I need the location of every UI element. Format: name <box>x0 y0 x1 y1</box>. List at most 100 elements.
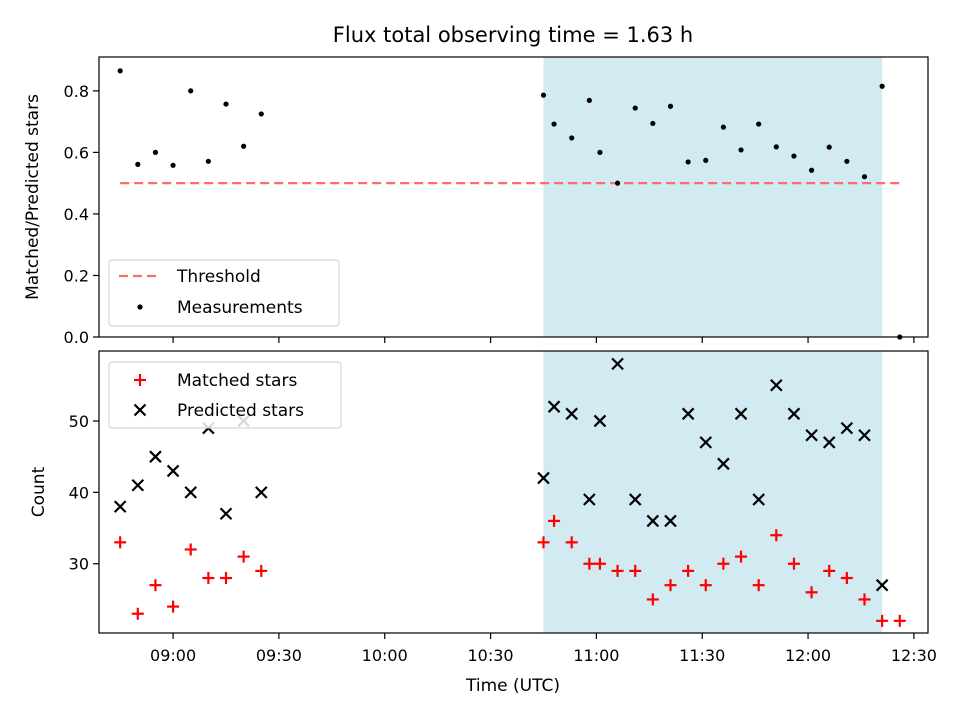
matched-star-point <box>202 572 215 585</box>
measurement-point <box>879 83 885 89</box>
bottom-ytick-label: 40 <box>69 483 89 502</box>
matched-star-point <box>876 614 889 627</box>
bottom-ytick-label: 30 <box>69 555 89 574</box>
predicted-star-point <box>858 428 871 442</box>
measurement-point <box>586 97 592 103</box>
measurement-point <box>170 162 176 168</box>
top-subplot: 0.00.20.40.60.8 Matched/Predicted stars … <box>23 56 929 347</box>
measurement-point <box>756 121 762 127</box>
top-y-axis-label: Matched/Predicted stars <box>23 94 43 300</box>
predicted-star-point <box>770 378 783 392</box>
matched-star-point <box>699 579 712 592</box>
bottom-xtick-label: 10:30 <box>468 646 514 665</box>
matched-star-point <box>752 579 765 592</box>
measurement-point <box>720 124 726 130</box>
predicted-star-point <box>537 471 550 485</box>
measurement-point <box>650 120 656 127</box>
measurement-point <box>223 101 229 107</box>
matched-star-point <box>735 550 748 563</box>
top-ytick-label: 0.4 <box>64 205 89 224</box>
bottom-xtick-label: 10:00 <box>362 646 408 665</box>
legend-predicted-swatch <box>133 403 147 417</box>
predicted-star-point <box>646 514 660 528</box>
bottom-xtick-label: 11:30 <box>679 646 725 665</box>
legend-matched-label: Matched stars <box>177 371 297 391</box>
matched-star-point <box>770 529 783 542</box>
predicted-star-point <box>184 486 197 499</box>
bottom-y-ticks: 30 40 50 <box>69 412 99 574</box>
matched-star-point <box>537 536 550 549</box>
legend-measurements-label: Measurements <box>177 298 303 318</box>
top-ytick-label: 0.6 <box>64 143 89 162</box>
bottom-highlight-span <box>543 351 883 633</box>
x-axis-label: Time (UTC) <box>465 676 560 696</box>
measurement-point <box>844 158 850 164</box>
matched-star-point <box>840 572 853 585</box>
top-legend-box <box>108 259 340 327</box>
legend-matched-swatch <box>134 374 146 386</box>
measurement-point <box>188 88 194 94</box>
predicted-star-point <box>611 357 624 371</box>
matched-star-point <box>893 614 906 627</box>
measurement-point <box>135 161 141 167</box>
predicted-star-point <box>628 493 642 506</box>
matched-star-point <box>858 593 871 606</box>
predicted-star-point <box>219 507 233 521</box>
top-highlight-span <box>543 57 883 337</box>
measurement-point <box>667 103 674 109</box>
measurement-point <box>861 174 868 180</box>
top-x-ticks <box>172 337 915 343</box>
matched-star-point <box>664 579 677 592</box>
top-ytick-label: 0.2 <box>64 266 89 285</box>
measurement-point <box>117 68 123 74</box>
measurement-point <box>241 143 247 149</box>
measurement-point <box>703 157 709 163</box>
bottom-legend-box <box>108 361 342 429</box>
predicted-star-point <box>593 414 607 428</box>
matched-star-point <box>611 564 624 577</box>
measurement-points <box>117 68 903 340</box>
matched-star-point <box>548 514 561 527</box>
measurement-point <box>569 135 575 141</box>
matched-star-point <box>646 593 659 606</box>
predicted-star-point <box>805 428 818 442</box>
predicted-star-point <box>664 514 677 528</box>
predicted-star-point <box>113 500 127 513</box>
bottom-subplot: 30 40 50 09:00 09:30 10:00 10:30 11:00 11:30 12:… <box>29 350 937 696</box>
matched-star-point <box>131 607 144 620</box>
measurement-point <box>791 153 797 159</box>
measurement-point <box>152 149 159 155</box>
bottom-xtick-label: 09:00 <box>150 646 196 665</box>
predicted-star-point <box>583 493 596 506</box>
measurement-point <box>205 158 211 164</box>
top-axes-frame <box>98 56 929 338</box>
predicted-star-point <box>166 464 180 478</box>
matched-star-point <box>184 543 197 556</box>
chart-title: Flux total observing time = 1.63 h <box>333 23 693 47</box>
matched-star-point <box>787 557 800 570</box>
matched-star-point <box>717 557 730 570</box>
top-ytick-label: 0.8 <box>64 82 89 101</box>
predicted-star-point <box>734 407 748 421</box>
bottom-xtick-label: 09:30 <box>256 646 302 665</box>
predicted-star-point <box>149 450 162 463</box>
predicted-star-point <box>822 436 836 449</box>
bottom-axes-frame <box>98 350 929 634</box>
measurement-point <box>685 159 691 165</box>
measurement-point <box>773 144 779 150</box>
bottom-ytick-label: 50 <box>69 412 89 431</box>
matched-star-point <box>255 564 268 577</box>
measurement-point <box>597 149 603 155</box>
legend-measurements-swatch <box>137 304 143 310</box>
top-y-ticks: 0.0 0.2 0.4 0.6 0.8 <box>64 82 99 347</box>
matched-star-point <box>583 557 596 570</box>
predicted-star-point <box>547 400 561 413</box>
bottom-x-ticks: 09:00 09:30 10:00 10:30 11:00 11:30 12:00 12:30 <box>150 633 937 665</box>
predicted-star-point <box>699 436 713 449</box>
measurement-point <box>540 92 547 98</box>
matched-star-point <box>629 564 642 577</box>
matched-star-point <box>114 536 127 549</box>
measurement-point <box>826 144 832 150</box>
measurement-point <box>258 111 264 117</box>
bottom-xtick-label: 12:30 <box>891 646 937 665</box>
